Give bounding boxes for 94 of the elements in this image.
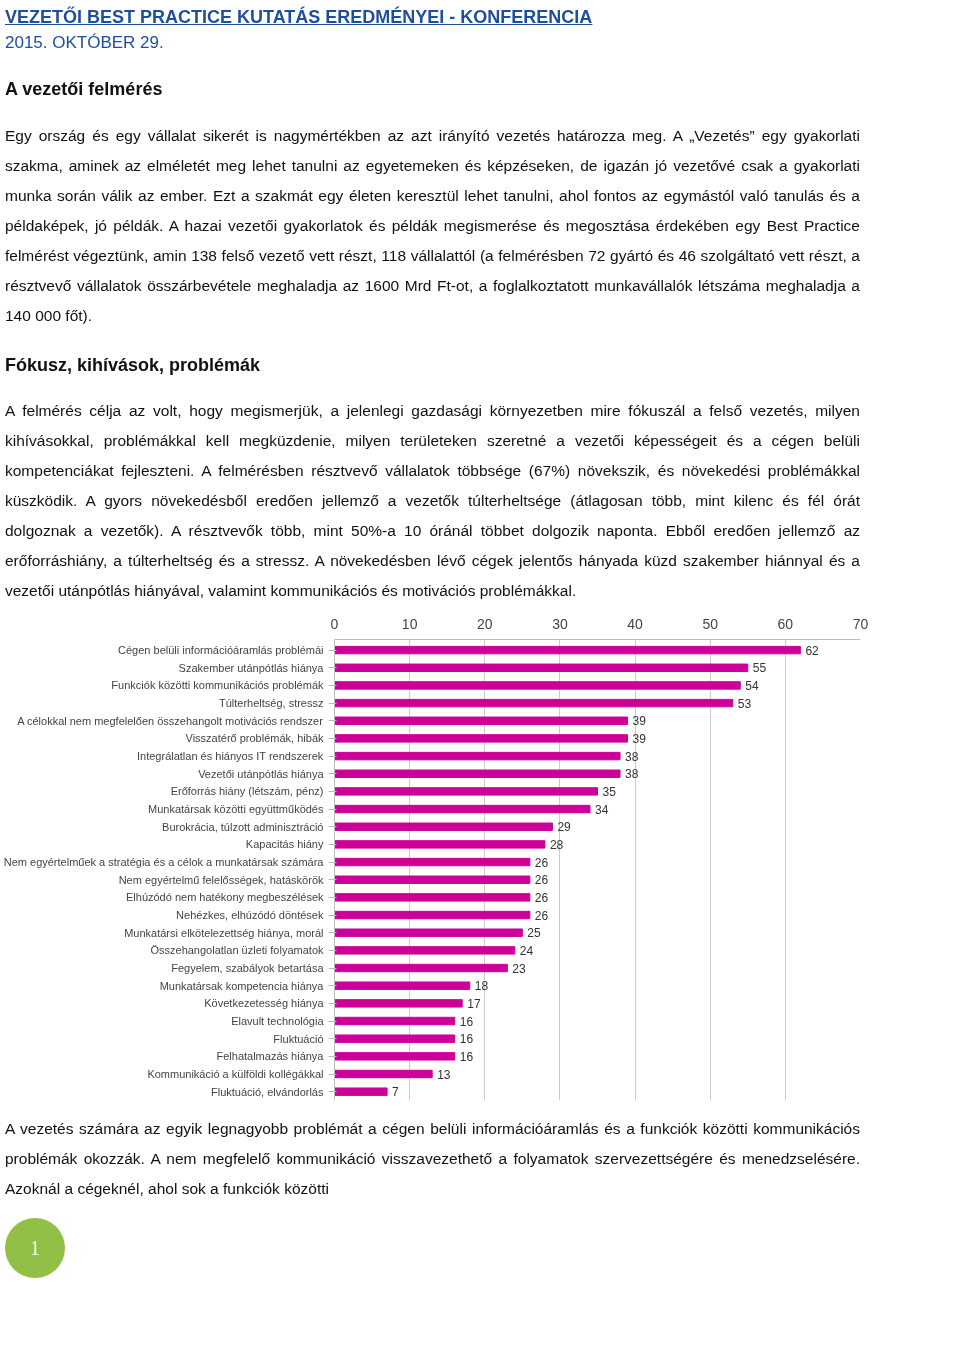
y-tick-label: Túlterheltség, stressz	[218, 697, 324, 710]
chart-title: VEZETŐI BEST PRACTICE KUTATÁS EREDMÉNYEI - KONFERENCIA	[5, 5, 593, 29]
bar	[334, 981, 471, 991]
y-tick-label: Fegyelem, szabályok betartása	[171, 962, 325, 975]
bar	[334, 1070, 433, 1079]
bar	[334, 911, 531, 920]
text: A felmérés célja az volt, hogy megismerjük, a jelenlegi gazdasági környezetben mire fókuszál a felső vezetés, milyen kihívásokkal, problémákkal kell megküzdenie, milyen területeken szeretné a vezetői képességeit és a cégen belüli kompetenciákat fejleszteni. A felmérésben résztvevő vállalatok többsége (67%) növekszik, és növekedési problémákkal küszködik. A gyors növekedésből eredően jellemző a vezetők túlterheltsége (átlagosan több, mint kilenc és fél órát dolgoznak a vezetők). A résztvevők több, mint 50%-a 10 óránál többet dolgozik naponta. Ebből eredően jellemző az erőforráshiány, a túlterheltség és a stressz. A növekedésben lévő cégek jelentős hányada küzd szakember hiánnyal és a vezetői utánpótlás hiányával, valamint kommunikációs és motivációs problémákkal.	[5, 401, 860, 602]
x-tick-label: 20	[477, 615, 493, 632]
bar	[334, 928, 523, 938]
y-tick-label: Vezetői utánpótlás hiánya	[198, 768, 325, 781]
y-tick-label: Kommunikáció a külföldi kollégákkal	[147, 1068, 324, 1081]
data-label: 62	[805, 643, 820, 658]
data-label: 53	[737, 696, 752, 711]
y-tick-label: Összehangolatlan üzleti folyamatok	[150, 944, 324, 957]
text: 2015. OKTÓBER 29.	[5, 31, 165, 54]
data-label: 28	[549, 838, 564, 853]
text: 1	[5, 1218, 65, 1279]
data-label: 17	[467, 997, 481, 1012]
y-tick-label: Nem egyértelműek a stratégia és a célok a munkatársak számára	[3, 856, 325, 869]
x-tick-label: 40	[627, 615, 644, 632]
y-tick-label: Fluktuáció	[273, 1033, 324, 1046]
y-tick-label: Visszatérő problémák, hibák	[185, 732, 324, 745]
y-tick-label: A célokkal nem megfelelően összehangolt motivációs rendszer	[17, 715, 324, 728]
data-label: 55	[752, 661, 767, 676]
data-label: 26	[534, 873, 549, 888]
bar	[334, 858, 531, 867]
data-label: 25	[527, 926, 542, 941]
y-tick-label: Erőforrás hiány (létszám, pénz)	[170, 785, 324, 798]
data-label: 16	[459, 1032, 474, 1047]
bar	[334, 964, 508, 973]
text: A vezetői felmérés	[5, 78, 163, 101]
x-tick-label: 70	[852, 615, 869, 632]
data-label: 24	[519, 944, 534, 959]
y-tick-label: Munkatársak közötti együttműködés	[148, 803, 324, 816]
bar	[334, 734, 629, 744]
data-label: 38	[625, 749, 639, 764]
bar	[334, 893, 531, 902]
bar	[334, 840, 546, 849]
bar	[334, 875, 531, 885]
data-label: 16	[459, 1014, 474, 1029]
bar	[334, 752, 621, 761]
y-tick-label: Munkatársak kompetencia hiánya	[159, 980, 325, 993]
bar	[334, 716, 629, 726]
y-tick-label: Következetesség hiánya	[204, 997, 325, 1010]
data-label: 26	[534, 855, 549, 870]
y-tick-label: Elhúzódó nem hatékony megbeszélések	[125, 891, 324, 904]
text: Egy ország és egy vállalat sikerét is nagymértékben az azt irányító vezetés határozza meg. A „Vezetés” egy gyakorlati szakma, aminek az elméletét meg lehet tanulni az egyetemeken és képzéseken, de igazán jó vezetővé csak a gyakorlati munka során válik az ember. Ezt a szakmát egy életen keresztül lehet tanulni, ahol fontos az egymástól való tanulás és a példaképek, jó példák. A hazai vezetői gyakorlatok és példák megismerése és megosztása érdekében egy Best Practice felmérést végeztünk, amin 138 felső vezető vett részt, 118 vállalattól (a felmérésben 72 gyártó és 46 szolgáltató vett részt, a résztvevő vállalatok összárbevétele meghaladja az 1600 Mrd Ft-ot, a foglalkoztatott munkavállalók létszáma meghaladja a 140 000 főt).	[5, 125, 860, 326]
x-tick-label: 50	[702, 615, 719, 632]
data-label: 7	[392, 1085, 400, 1100]
bar	[334, 646, 801, 655]
data-label: 38	[625, 767, 639, 782]
data-label: 13	[437, 1067, 451, 1082]
data-label: 26	[534, 891, 549, 906]
bar	[334, 999, 463, 1008]
data-label: 16	[459, 1050, 474, 1065]
x-tick-label: 0	[330, 615, 339, 632]
bar	[334, 699, 734, 708]
bar	[334, 663, 749, 673]
y-tick-label: Cégen belüli információáramlás problémái	[118, 644, 324, 657]
bar	[334, 946, 516, 955]
data-label: 18	[474, 979, 489, 994]
bar	[334, 1034, 456, 1044]
y-tick-label: Nem egyértelmű felelősségek, hatáskörök	[118, 874, 324, 887]
bar	[334, 681, 741, 691]
bar	[334, 805, 591, 814]
x-tick-label: 10	[401, 615, 418, 632]
bar	[334, 1087, 388, 1097]
data-label: 39	[632, 714, 647, 729]
y-tick-label: Kapacitás hiány	[245, 838, 324, 851]
data-label: 54	[745, 679, 759, 694]
bar	[334, 787, 598, 796]
y-tick-label: Integrálatlan és hiányos IT rendszerek	[137, 750, 324, 763]
x-tick-label: 60	[777, 615, 794, 632]
data-label: 26	[534, 908, 549, 923]
data-label: 23	[512, 961, 526, 976]
y-tick-label: Felhatalmazás hiánya	[216, 1050, 325, 1063]
bar	[334, 822, 553, 832]
data-label: 29	[557, 820, 572, 835]
y-tick-label: Nehézkes, elhúzódó döntések	[176, 909, 324, 922]
data-label: 39	[632, 732, 647, 747]
data-label: 35	[602, 785, 617, 800]
text: A vezetés számára az egyik legnagyobb problémát a cégen belüli információáramlás és a funkciók közötti kommunikációs problémák okozzák. A nem megfelelő kommunikáció visszavezethető a folyamatok szervezettségére és menedzselésére. Azoknál a cégeknél, ahol sok a funkciók közötti	[5, 1119, 860, 1200]
y-tick-label: Fluktuáció, elvándorlás	[211, 1086, 324, 1099]
y-tick-label: Elavult technológia	[231, 1015, 325, 1028]
data-label: 34	[594, 802, 609, 817]
y-tick-label: Burokrácia, túlzott adminisztráció	[162, 821, 324, 834]
bar	[334, 769, 621, 779]
text: Fókusz, kihívások, problémák	[5, 353, 261, 377]
x-tick-label: 30	[552, 615, 568, 632]
y-tick-label: Szakember utánpótlás hiánya	[178, 662, 325, 675]
bar	[334, 1017, 456, 1026]
bar	[334, 1052, 456, 1061]
y-tick-label: Munkatársi elkötelezettség hiánya, morál	[124, 927, 324, 940]
y-tick-label: Funkciók közötti kommunikációs problémák	[111, 679, 324, 692]
